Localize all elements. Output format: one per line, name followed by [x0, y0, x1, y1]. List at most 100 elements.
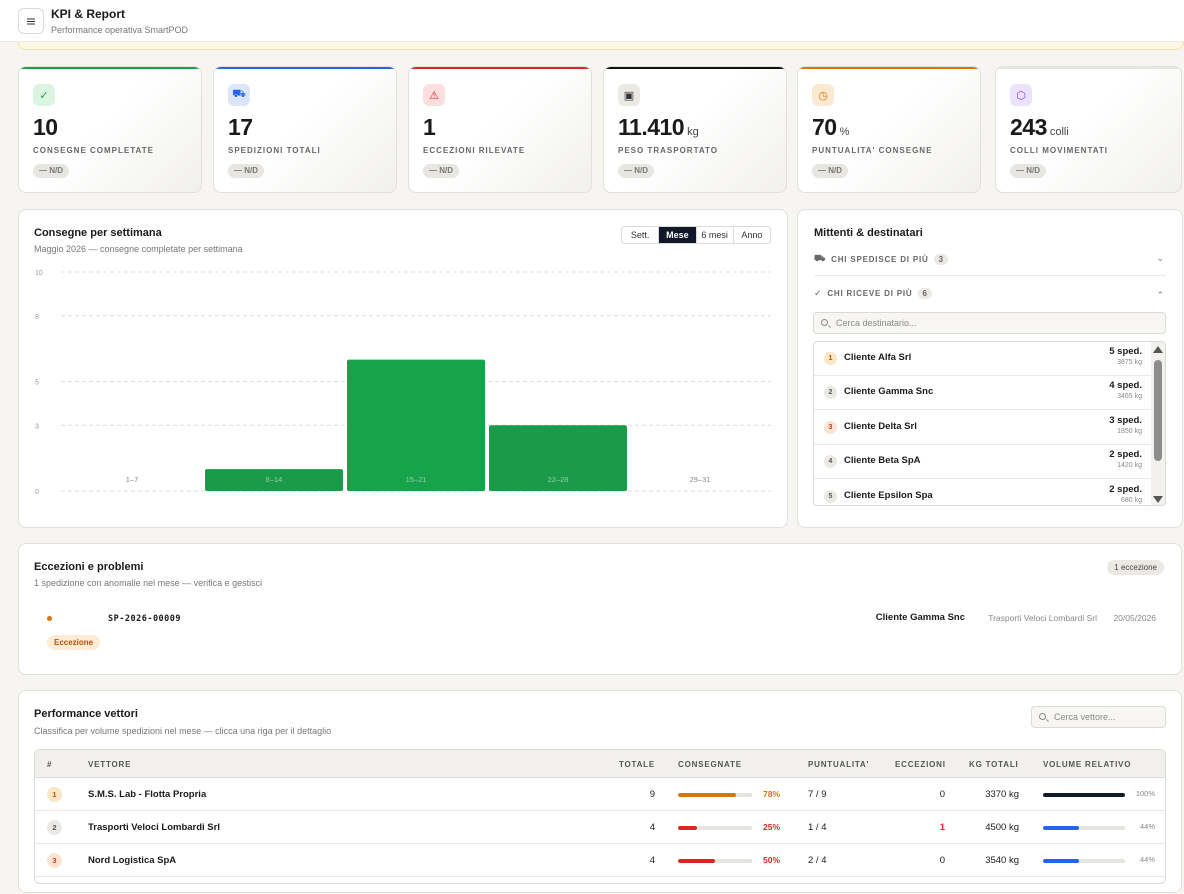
- senders-toggle[interactable]: ⛟ CHI SPEDISCE DI PIÙ 3: [814, 253, 949, 265]
- table-row[interactable]: 3 Nord Logistica SpA 4 50% 2 / 4 0 3540 kg 44%: [35, 844, 1165, 877]
- kg-total: 4500 kg: [985, 822, 1019, 833]
- carrier-name: S.M.S. Lab - Flotta Propria: [88, 789, 207, 800]
- status-dot: [47, 616, 52, 621]
- scrollbar-thumb[interactable]: [1154, 360, 1162, 461]
- volume-percent: 44%: [1139, 822, 1155, 831]
- rank-badge: 3: [47, 853, 62, 868]
- kpi-label: ECCEZIONI RILEVATE: [423, 146, 526, 155]
- range-tab[interactable]: Sett.: [630, 230, 650, 240]
- receivers-count: 6: [917, 288, 932, 299]
- scroll-down-icon[interactable]: [1153, 496, 1163, 503]
- rank-badge: 3: [824, 420, 837, 434]
- volume-bar: [1043, 793, 1125, 797]
- kg-total: 3540 kg: [985, 855, 1019, 866]
- rank-badge: 2: [47, 820, 62, 835]
- shipment-code: SP-2026-00009: [108, 614, 182, 624]
- x-tick-label: 1–7: [126, 475, 139, 484]
- column-header: #: [47, 760, 53, 769]
- table-row[interactable]: 2 Trasporti Veloci Lombardi Srl 4 25% 1 / 4 1…: [35, 811, 1165, 844]
- carrier-name: Nord Logistica SpA: [88, 855, 177, 866]
- bar: [205, 469, 343, 491]
- rank-badge: 1: [824, 352, 837, 365]
- column-header: KG TOTALI: [969, 760, 1019, 769]
- bar: [347, 359, 485, 491]
- kpi-label: PESO TRASPORTATO: [618, 146, 719, 155]
- volume-bar: [1043, 859, 1125, 863]
- kpi-accent-bar: [996, 67, 1181, 69]
- scroll-up-icon[interactable]: [1153, 346, 1163, 353]
- carrier-total: 4: [649, 855, 655, 866]
- rank-badge: 5: [824, 489, 837, 503]
- receiver-name: Cliente Alfa Srl: [844, 352, 912, 363]
- top-bar: KPI & Report Performance operativa Smart…: [0, 0, 1184, 42]
- receivers-toggle[interactable]: ✓ CHI RICEVE DI PIÙ 6: [814, 288, 932, 299]
- carriers-subtitle: Classifica per volume spedizioni nel mes…: [34, 726, 332, 736]
- y-tick-label: 10: [35, 270, 43, 277]
- range-selector: Sett. Mese 6 mesi Anno: [621, 226, 771, 244]
- chevron-down-icon[interactable]: ⌄: [1156, 253, 1164, 263]
- range-tab[interactable]: Mese: [658, 227, 696, 243]
- carrier-search-input[interactable]: Cerca vettore...: [1031, 706, 1166, 728]
- exceptions-count: 1: [939, 822, 945, 833]
- rank-badge: 4: [824, 455, 837, 469]
- kpi-card: ✓ 10 CONSEGNE COMPLETATE — N/D: [18, 66, 202, 193]
- exception-date: 20/05/2026: [1113, 613, 1156, 623]
- hamburger-icon: [27, 20, 35, 22]
- list-item[interactable]: 3 Cliente Delta Srl 3 sped. 1850 kg: [814, 411, 1152, 445]
- parties-title: Mittenti & destinatari: [814, 227, 923, 239]
- kpi-trend-badge: — N/D: [423, 164, 459, 178]
- receiver-weight: 1850 kg: [1117, 427, 1142, 435]
- exception-row[interactable]: SP-2026-00009 Eccezione Cliente Gamma Sn…: [19, 604, 1183, 654]
- y-tick-label: 0: [35, 489, 39, 496]
- chevron-up-icon[interactable]: ⌃: [1156, 290, 1164, 300]
- kpi-label: SPEDIZIONI TOTALI: [228, 146, 321, 155]
- exceptions-count: 0: [939, 855, 945, 866]
- list-item[interactable]: 4 Cliente Beta SpA 2 sped. 1420 kg: [814, 445, 1152, 480]
- notice-banner: [18, 42, 1184, 50]
- volume-bar: [1043, 826, 1125, 830]
- page-title: KPI & Report: [51, 7, 126, 21]
- delivered-percent: 25%: [763, 822, 781, 832]
- shipment-count: 4 sped.: [1109, 380, 1142, 392]
- kpi-label: PUNTUALITA' CONSEGNE: [812, 146, 933, 155]
- delivered-progress: [678, 859, 752, 863]
- delivered-progress: [678, 793, 752, 797]
- exceptions-subtitle: 1 spedizione con anomalie nel mese — ver…: [34, 578, 263, 588]
- delivered-progress: [678, 826, 752, 830]
- parties-panel: Mittenti & destinatari ⛟ CHI SPEDISCE DI…: [797, 209, 1183, 528]
- list-item[interactable]: 1 Cliente Alfa Srl 5 sped. 3875 kg: [814, 342, 1152, 376]
- receiver-weight: 3465 kg: [1117, 393, 1142, 401]
- shipment-count: 2 sped.: [1109, 483, 1142, 495]
- kpi-value-row: 70%: [812, 114, 849, 141]
- exception-carrier: Trasporti Veloci Lombardi Srl: [988, 613, 1097, 623]
- exceptions-panel: Eccezioni e problemi 1 spedizione con an…: [18, 543, 1182, 675]
- kpi-card: ◷ 70% PUNTUALITA' CONSEGNE — N/D: [797, 66, 981, 193]
- receiver-name: Cliente Beta SpA: [844, 455, 921, 467]
- receiver-weight: 3875 kg: [1117, 359, 1142, 366]
- page-subtitle: Performance operativa SmartPOD: [51, 25, 189, 35]
- kpi-value: 17: [228, 114, 253, 140]
- weekly-subtitle: Maggio 2026 — consegne completate per se…: [34, 244, 243, 254]
- menu-button[interactable]: [18, 8, 44, 34]
- range-tab[interactable]: 6 mesi: [695, 227, 733, 243]
- scrollbar[interactable]: [1151, 342, 1165, 505]
- range-tab[interactable]: Anno: [732, 227, 770, 243]
- kpi-unit: %: [839, 126, 850, 138]
- list-item[interactable]: 2 Cliente Gamma Snc 4 sped. 3465 kg: [814, 376, 1152, 411]
- kpi-accent-bar: [798, 67, 980, 69]
- kpi-value: 10: [33, 114, 58, 140]
- exception-recipient: Cliente Gamma Snc: [875, 612, 965, 623]
- receiver-search-input[interactable]: Cerca destinatario...: [813, 312, 1166, 334]
- exception-tag: Eccezione: [47, 635, 101, 650]
- kpi-trend-badge: — N/D: [1010, 164, 1046, 178]
- kpi-value: 70: [812, 114, 837, 140]
- truck-icon: ⛟: [228, 84, 250, 106]
- receivers-list: 5 Cliente Epsilon Spa 2 sped. 680 kg 4 Client…: [813, 341, 1166, 506]
- list-item[interactable]: 5 Cliente Epsilon Spa 2 sped. 680 kg: [814, 480, 1152, 505]
- x-tick-label: 22–28: [548, 475, 569, 484]
- table-row[interactable]: 1 S.M.S. Lab - Flotta Propria 9 78% 7 / 9 0 33…: [35, 778, 1165, 811]
- rank-badge: 2: [824, 386, 837, 400]
- check-icon: ✓: [33, 84, 55, 106]
- column-header: ECCEZIONI: [895, 760, 946, 769]
- kpi-value: 11.410: [618, 114, 685, 140]
